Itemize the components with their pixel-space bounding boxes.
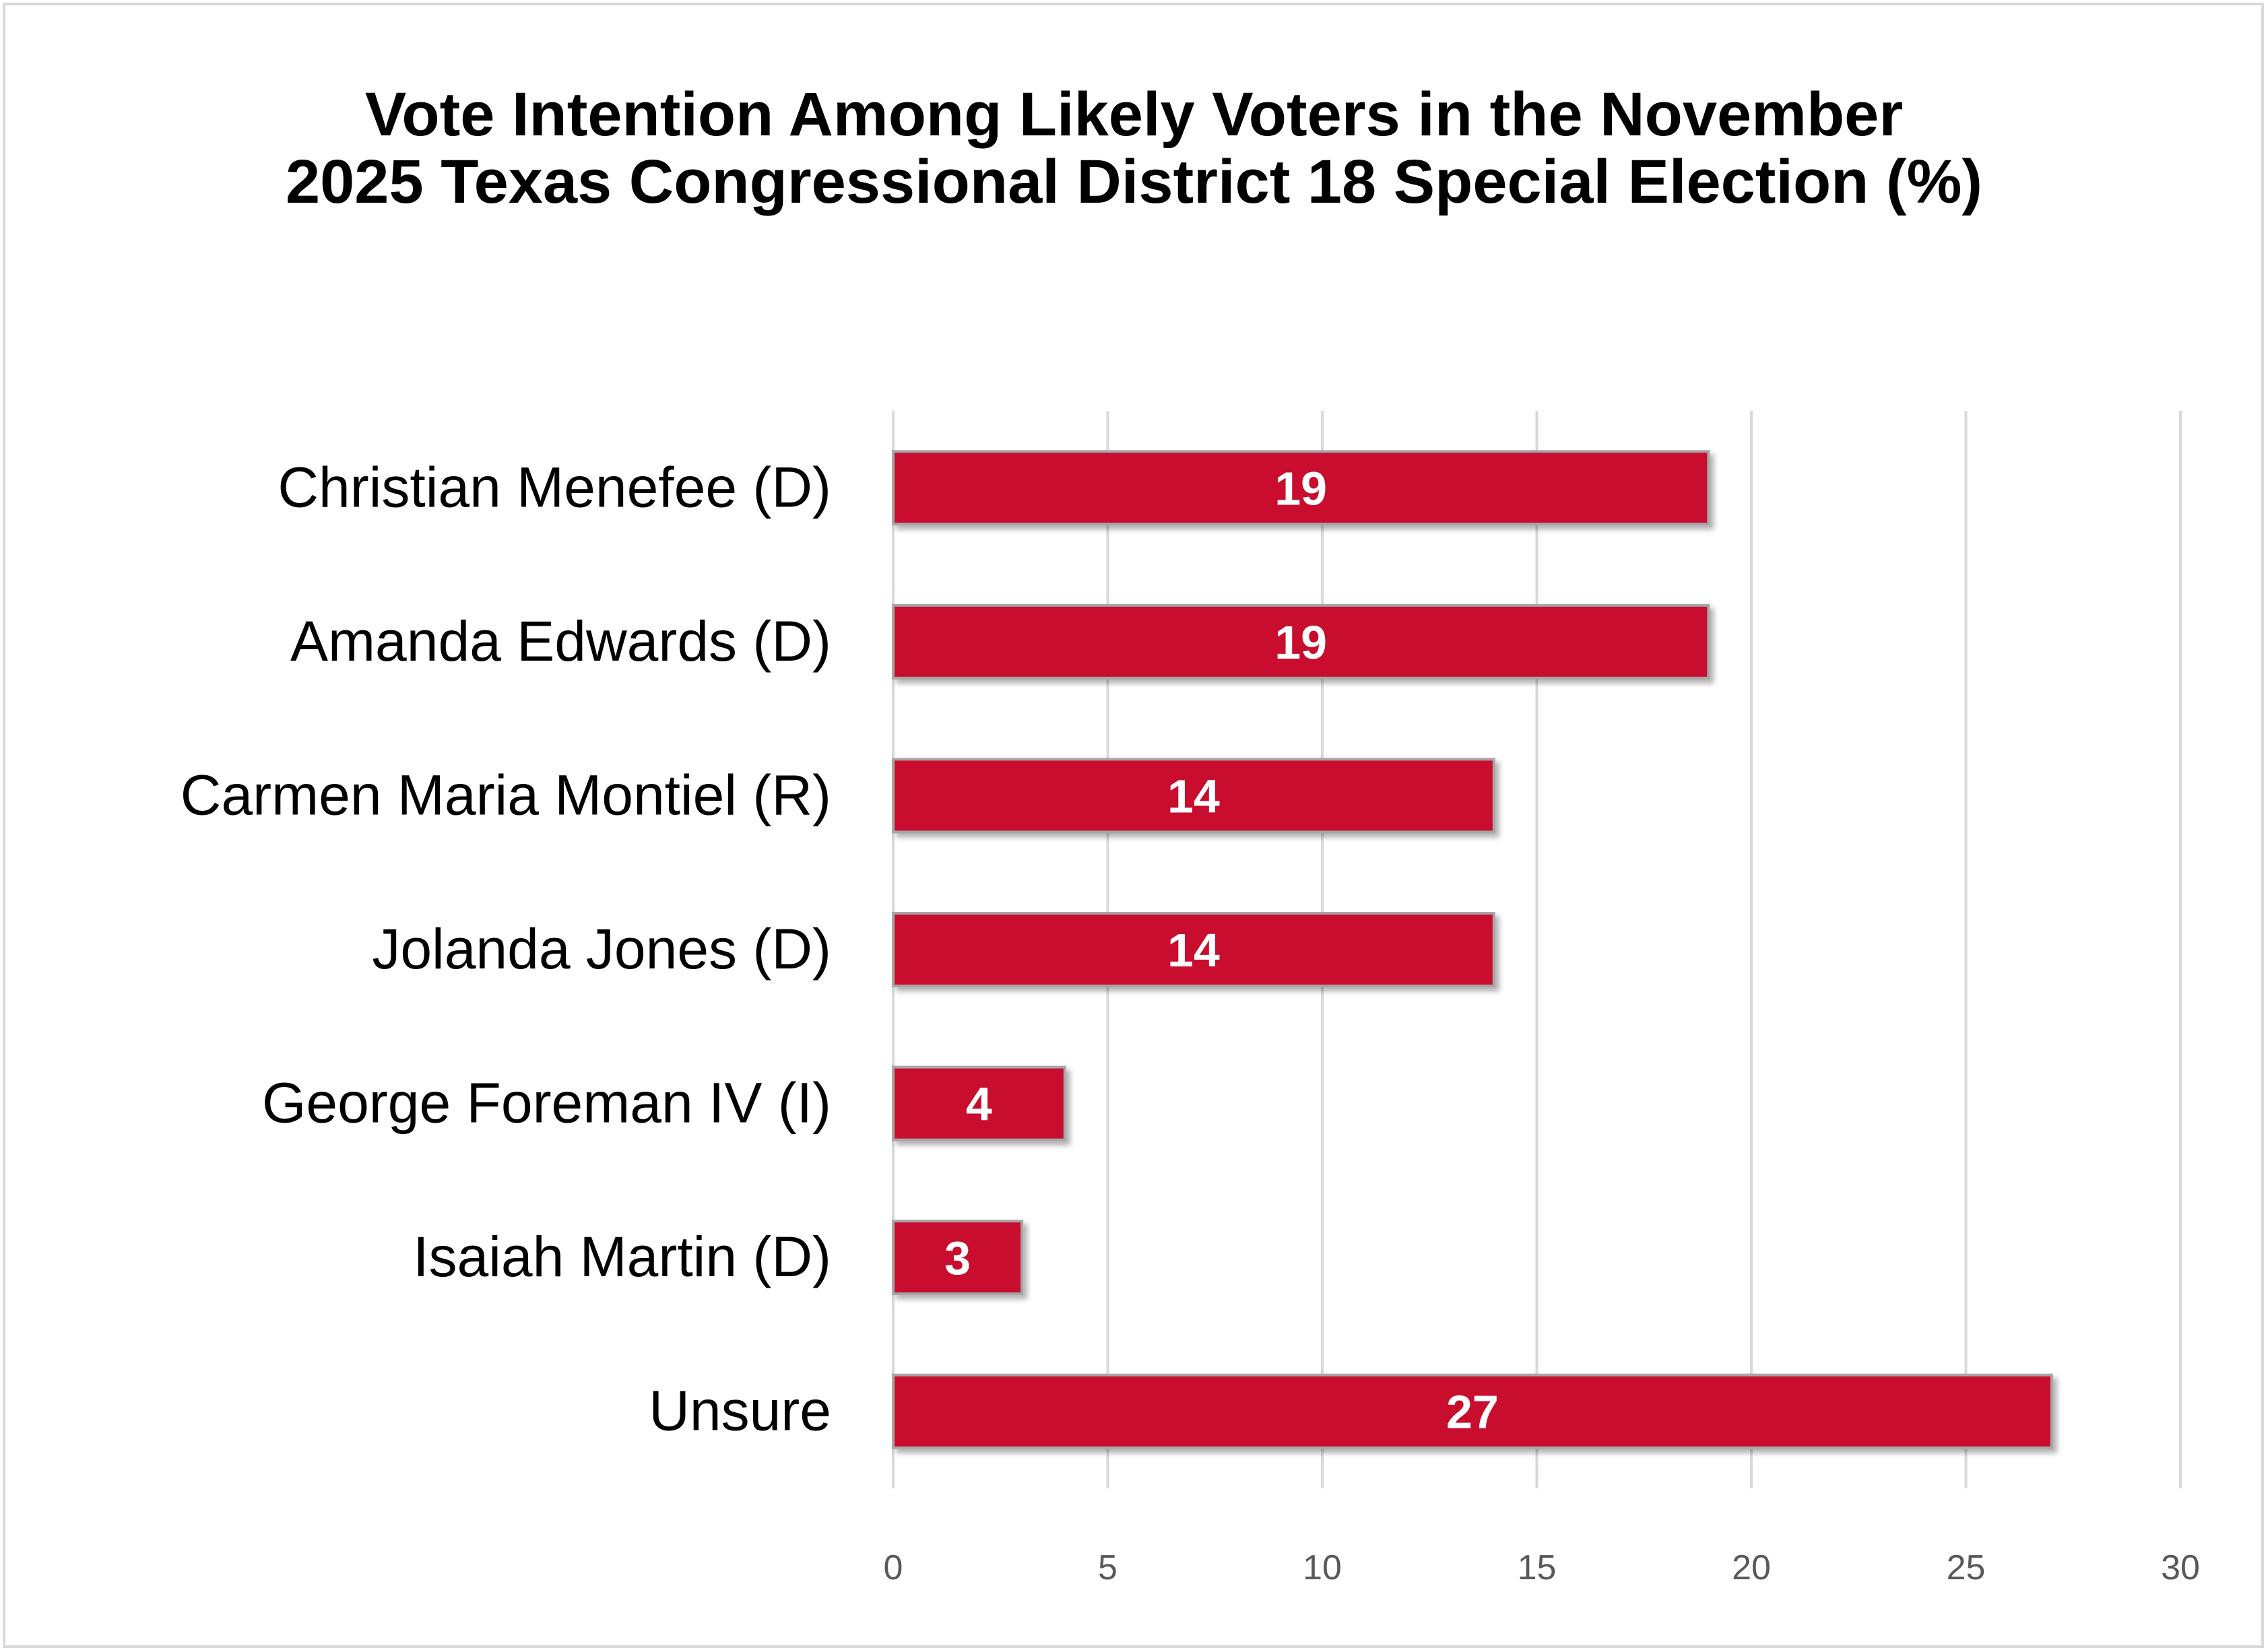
bar	[892, 912, 1495, 987]
data-label: 14	[1167, 924, 1220, 977]
x-tick-label: 10	[1303, 1548, 1342, 1587]
category-label: Carmen Maria Montiel (R)	[181, 763, 831, 826]
data-label: 19	[1274, 616, 1327, 669]
data-label: 19	[1274, 462, 1327, 515]
category-label: Isaiah Martin (D)	[413, 1225, 831, 1288]
category-label: Jolanda Jones (D)	[372, 917, 831, 981]
data-label: 14	[1167, 770, 1220, 822]
chart-title-line-2: 2025 Texas Congressional District 18 Spe…	[285, 147, 1983, 216]
category-label: George Foreman IV (I)	[262, 1071, 831, 1135]
bar	[892, 1065, 1066, 1142]
category-labels: Christian Menefee (D) Amanda Edwards (D) C…	[181, 455, 831, 1442]
bars: 19 19 14 14 4 3 27	[892, 450, 2053, 1449]
chart-title: Vote Intention Among Likely Voters in th…	[0, 81, 2268, 216]
data-label: 3	[944, 1232, 971, 1284]
x-tick-label: 25	[1947, 1548, 1986, 1587]
category-label: Christian Menefee (D)	[278, 455, 831, 519]
chart-title-line-1: Vote Intention Among Likely Voters in th…	[364, 80, 1904, 149]
x-axis-ticks: 0 5 10 15 20 25 30	[884, 1548, 2200, 1587]
x-tick-label: 15	[1518, 1548, 1557, 1587]
bar	[892, 1220, 1024, 1296]
category-label: Unsure	[649, 1379, 831, 1443]
data-label: 4	[966, 1078, 992, 1131]
x-tick-label: 30	[2161, 1548, 2200, 1587]
bar	[892, 758, 1495, 834]
bar	[892, 1373, 2053, 1449]
data-label: 27	[1446, 1386, 1499, 1439]
bar	[892, 450, 1710, 526]
x-tick-label: 0	[884, 1548, 903, 1587]
bar	[892, 603, 1710, 680]
category-label: Amanda Edwards (D)	[290, 609, 831, 673]
x-tick-label: 20	[1732, 1548, 1771, 1587]
x-tick-label: 5	[1098, 1548, 1117, 1587]
